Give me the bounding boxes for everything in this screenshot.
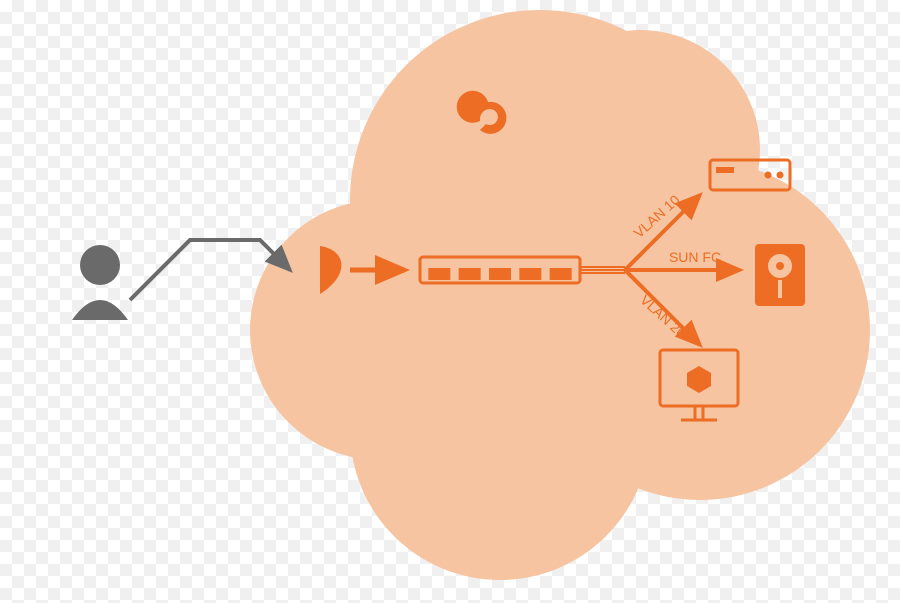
user-icon	[72, 245, 128, 320]
label-sunfc: SUN FC	[669, 249, 721, 265]
storage-disk-icon	[755, 244, 805, 306]
